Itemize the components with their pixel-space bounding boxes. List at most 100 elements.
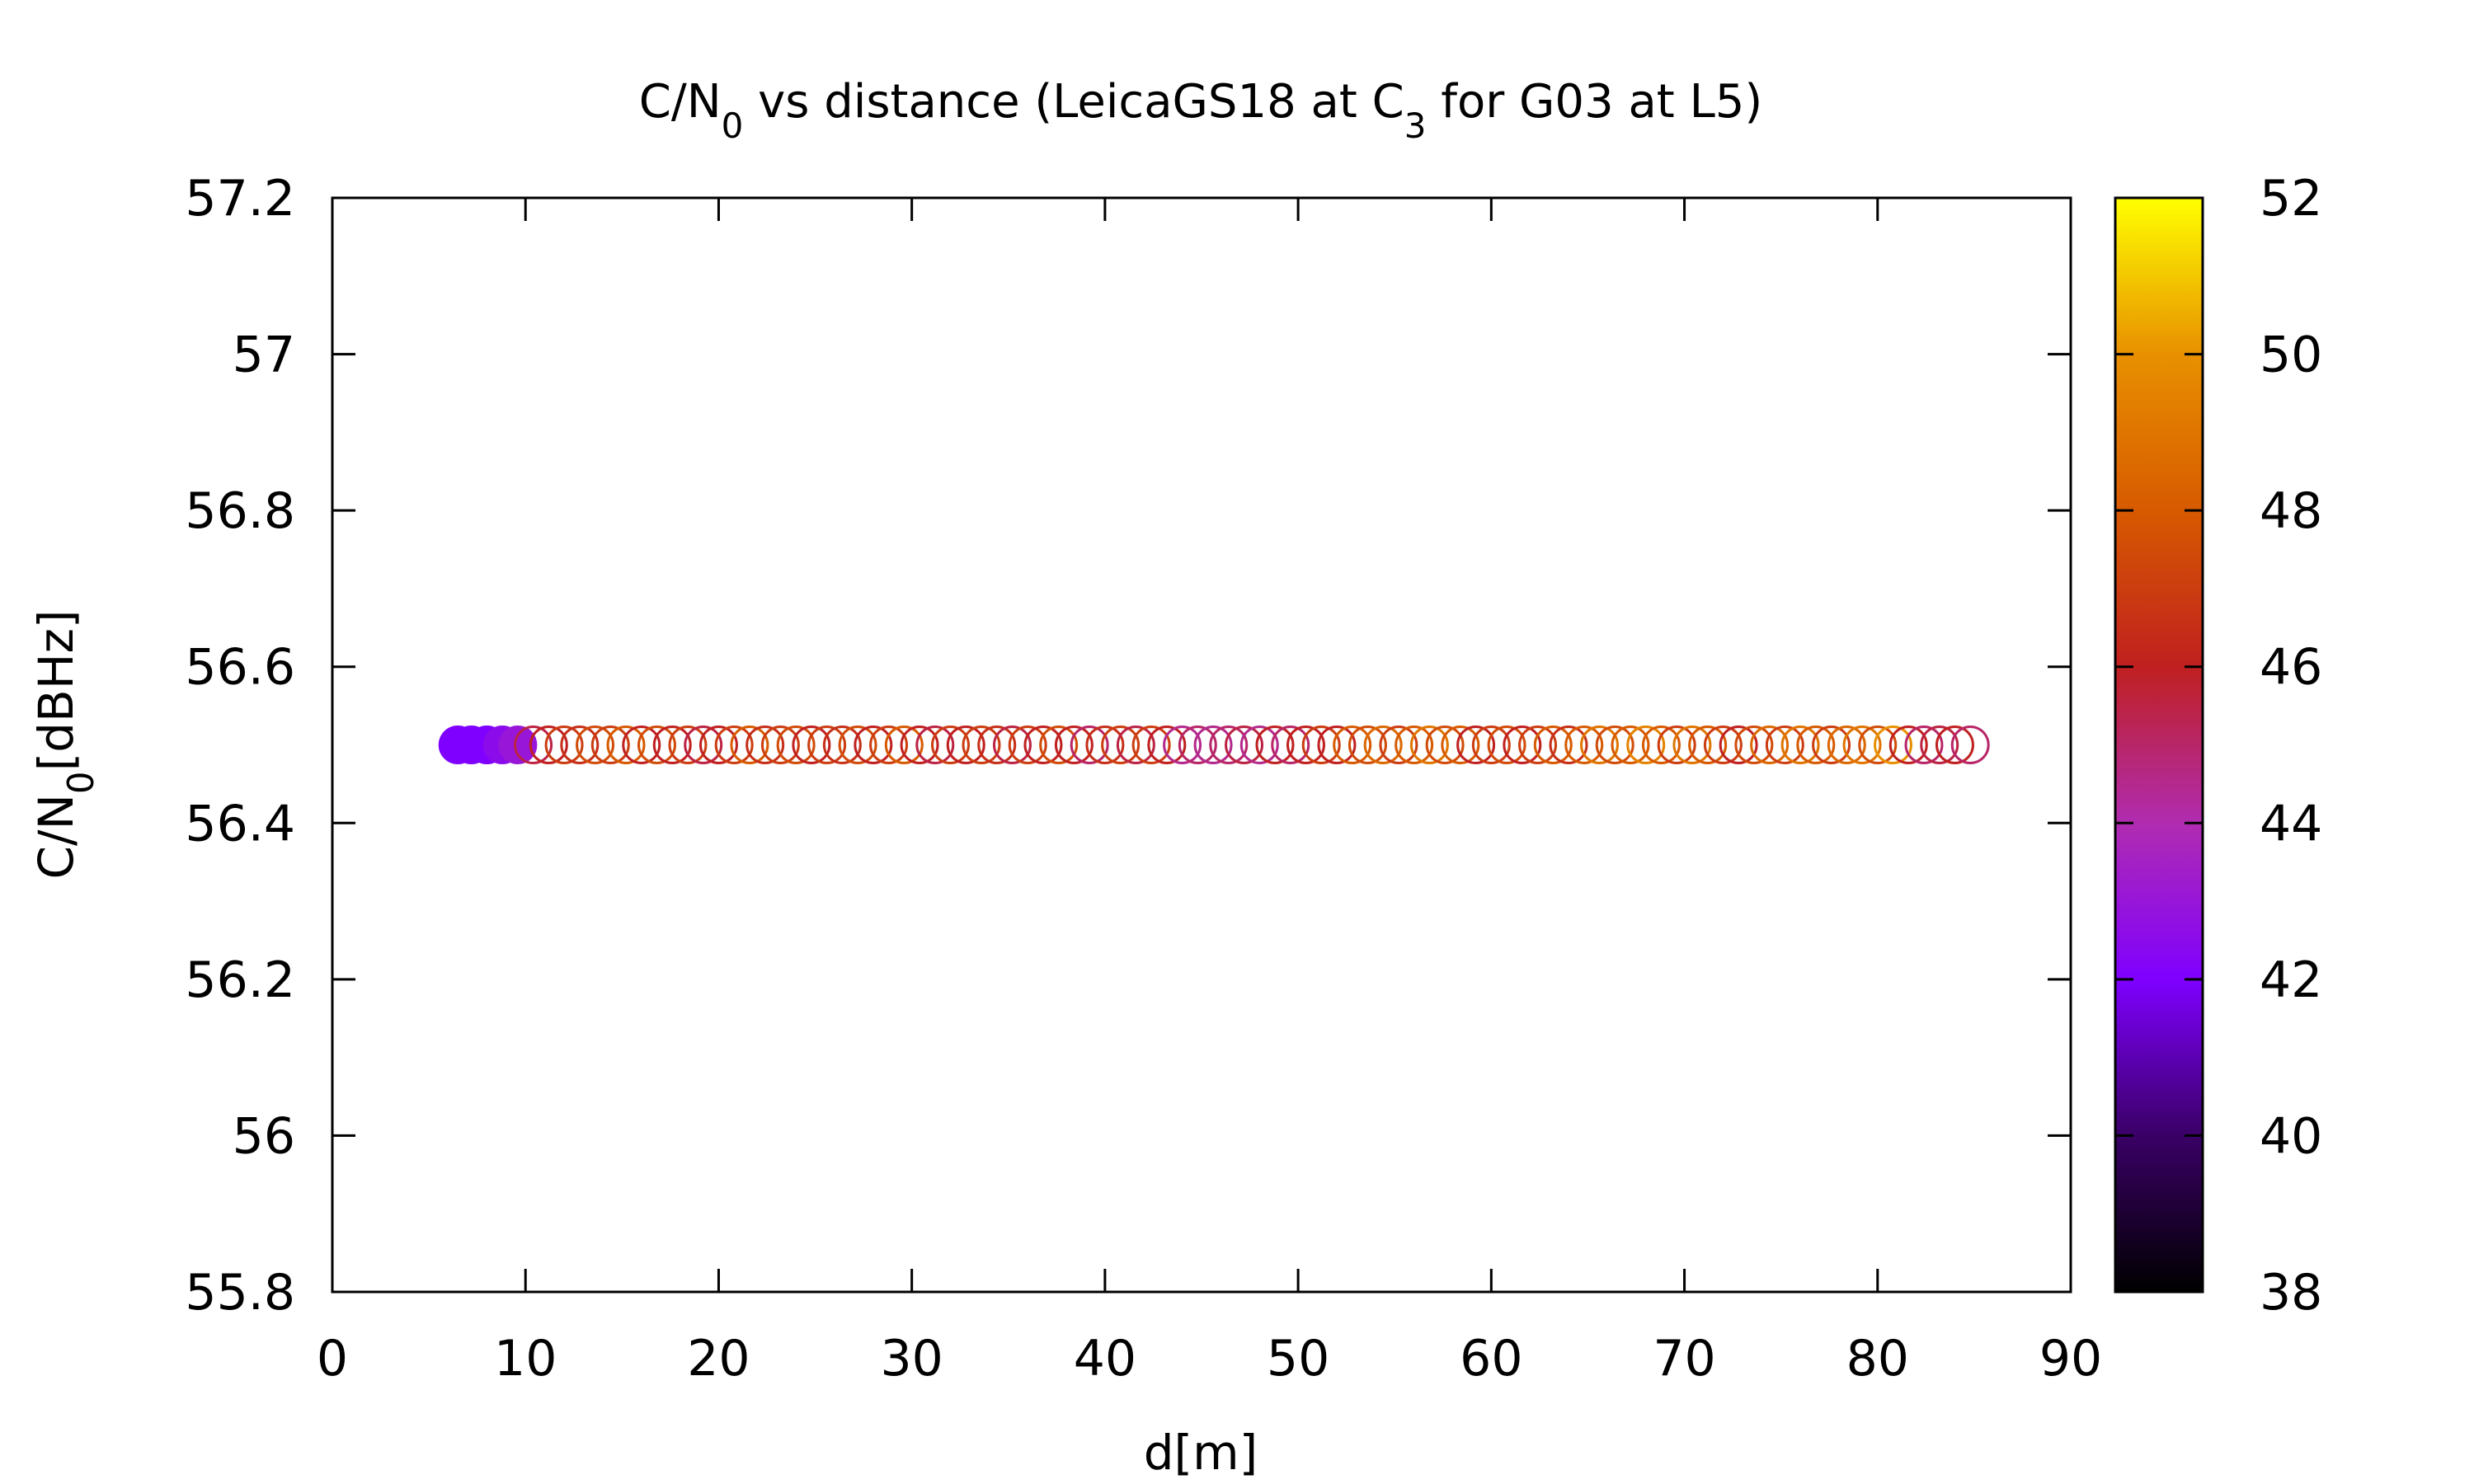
data-point — [1471, 726, 1511, 764]
data-point — [792, 726, 831, 764]
data-point — [1734, 726, 1774, 764]
plot-frame — [331, 196, 2072, 1294]
data-point — [1425, 726, 1465, 764]
data-point — [1239, 726, 1279, 764]
y-tick-label: 57.2 — [185, 170, 295, 228]
data-point — [576, 726, 615, 764]
data-point — [1595, 726, 1634, 764]
data-point — [1533, 726, 1573, 764]
data-point — [869, 726, 909, 764]
data-point — [1348, 726, 1387, 764]
data-point — [1286, 726, 1325, 764]
data-point — [1950, 726, 1990, 764]
data-point — [498, 726, 538, 764]
data-point — [1301, 726, 1341, 764]
data-point — [560, 726, 600, 764]
data-point — [730, 726, 769, 764]
chart-title: C/N0 vs distance (LeicaGS18 at C3 for G0… — [639, 75, 1763, 146]
data-point — [1503, 726, 1542, 764]
data-point — [1827, 726, 1866, 764]
data-point — [1101, 726, 1141, 764]
data-point — [1842, 726, 1882, 764]
data-point — [1672, 726, 1712, 764]
subscript: 3 — [1404, 106, 1427, 146]
data-point — [668, 726, 708, 764]
y-tick-label: 56.4 — [185, 795, 295, 852]
data-point — [838, 726, 877, 764]
data-point — [637, 726, 676, 764]
data-point — [1409, 726, 1449, 764]
y-tick-label: 57 — [233, 326, 295, 384]
data-point — [1209, 726, 1249, 764]
colorbar — [2114, 196, 2204, 1294]
data-point — [822, 726, 862, 764]
data-point — [1178, 726, 1217, 764]
colorbar-tick-label: 48 — [2260, 482, 2322, 540]
data-point — [1549, 726, 1588, 764]
data-point — [1441, 726, 1480, 764]
data-point — [1023, 726, 1063, 764]
data-point — [1611, 726, 1650, 764]
data-point — [1657, 726, 1696, 764]
data-point — [622, 726, 661, 764]
data-point — [1379, 726, 1418, 764]
data-point — [1456, 726, 1496, 764]
data-point — [514, 726, 553, 764]
y-tick-label: 56.2 — [185, 951, 295, 1009]
subscript: 0 — [61, 771, 102, 794]
data-point — [1395, 726, 1434, 764]
data-point — [544, 726, 584, 764]
x-tick-label: 10 — [494, 1330, 557, 1388]
data-point — [1626, 726, 1666, 764]
y-tick-label: 55.8 — [185, 1264, 295, 1322]
x-tick-label: 60 — [1460, 1330, 1522, 1388]
data-point — [1070, 726, 1109, 764]
x-axis-label: d[m] — [1144, 1425, 1258, 1481]
data-point — [854, 726, 893, 764]
data-point — [1147, 726, 1187, 764]
data-point — [1888, 726, 1928, 764]
data-point — [1935, 726, 1974, 764]
data-point — [992, 726, 1032, 764]
data-point — [931, 726, 971, 764]
data-point — [1039, 726, 1079, 764]
data-point — [1796, 726, 1836, 764]
colorbar-tick-label: 38 — [2260, 1264, 2322, 1322]
data-point — [1858, 726, 1898, 764]
data-point — [1564, 726, 1604, 764]
data-point — [1703, 726, 1743, 764]
data-point — [760, 726, 800, 764]
data-point — [915, 726, 955, 764]
data-point — [590, 726, 630, 764]
data-markers — [438, 726, 1990, 764]
data-point — [1904, 726, 1944, 764]
data-point — [606, 726, 646, 764]
data-point — [1085, 726, 1125, 764]
data-point — [1363, 726, 1403, 764]
x-axis: 0 10 20 30 40 50 60 70 80 90 — [317, 198, 2102, 1388]
colorbar-axis: 38 40 42 44 46 48 50 52 — [2115, 170, 2322, 1322]
data-point — [1255, 726, 1295, 764]
data-point — [884, 726, 924, 764]
data-point — [1008, 726, 1047, 764]
colorbar-tick-label: 46 — [2260, 639, 2322, 697]
data-point — [714, 726, 754, 764]
data-point — [807, 726, 847, 764]
data-point — [1518, 726, 1558, 764]
data-point — [684, 726, 723, 764]
data-point — [1333, 726, 1372, 764]
y-tick-label: 56.6 — [185, 639, 295, 697]
data-point — [1487, 726, 1526, 764]
y-tick-label: 56 — [233, 1107, 295, 1165]
data-point — [1920, 726, 1959, 764]
x-tick-label: 50 — [1267, 1330, 1329, 1388]
colorbar-tick-label: 44 — [2260, 795, 2322, 852]
data-point — [1641, 726, 1681, 764]
data-point — [1271, 726, 1310, 764]
y-axis: 55.8 56 56.2 56.4 56.6 56.8 57 57.2 — [185, 170, 2071, 1322]
data-point — [698, 726, 738, 764]
subscript: 0 — [722, 106, 744, 146]
data-point — [1579, 726, 1619, 764]
x-tick-label: 0 — [317, 1330, 348, 1388]
